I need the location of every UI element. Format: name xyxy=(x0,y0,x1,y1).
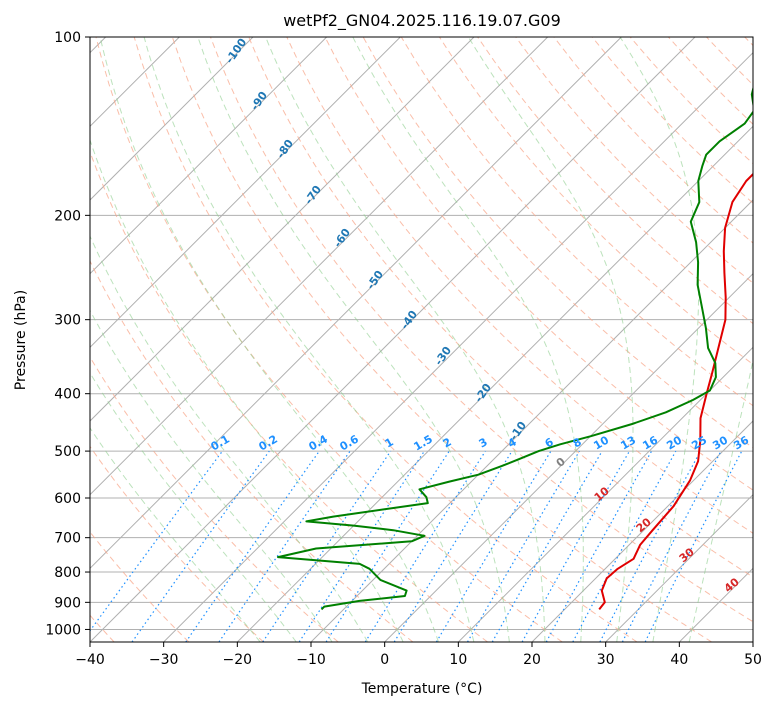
isotherm-line xyxy=(90,37,696,642)
mixing-ratio-line xyxy=(218,450,351,642)
y-tick-label: 600 xyxy=(54,491,81,507)
y-tick-label: 900 xyxy=(54,595,81,611)
y-tick-label: 200 xyxy=(54,208,81,224)
x-tick-label: 50 xyxy=(744,652,762,668)
isotherm-line xyxy=(605,493,753,642)
moist-adiabat-line xyxy=(90,309,333,642)
isotherm-line xyxy=(90,37,475,422)
y-tick-label: 700 xyxy=(54,531,81,547)
dry-adiabat-line xyxy=(90,445,264,642)
y-tick-label: 100 xyxy=(54,30,81,46)
mixing-ratio-line xyxy=(466,450,580,642)
mixing-ratio-line xyxy=(298,450,425,642)
moist-adiabat-line xyxy=(90,138,404,642)
x-tick-label: 0 xyxy=(380,652,389,668)
mixing-ratio-line xyxy=(435,450,552,642)
grid-layer xyxy=(90,37,753,642)
isotherm-line xyxy=(90,37,328,275)
isotherm-line xyxy=(236,125,753,642)
mixing-ratio-line xyxy=(393,450,513,642)
dry-adiabat-line xyxy=(133,37,638,642)
plot-frame xyxy=(89,36,754,643)
isotherm-line xyxy=(90,37,254,201)
isotherm-line xyxy=(163,51,753,642)
isotherm-line xyxy=(531,420,753,642)
moist-adiabat-line xyxy=(265,37,546,642)
mixing-ratio-line xyxy=(185,450,320,642)
moist-adiabat-line xyxy=(197,37,510,642)
y-tick-label: 1000 xyxy=(45,622,81,638)
dry-adiabat-line xyxy=(515,37,753,284)
x-tick-label: 10 xyxy=(449,652,467,668)
x-tick-label: 20 xyxy=(523,652,541,668)
dry-adiabat-line xyxy=(95,37,563,642)
y-axis-label: Pressure (hPa) xyxy=(13,290,29,390)
temperature-profile-line xyxy=(598,172,753,611)
y-tick-label: 300 xyxy=(54,313,81,329)
dry-adiabat-line xyxy=(210,37,753,623)
mixing-ratio-line xyxy=(364,450,486,642)
isotherm-line xyxy=(457,346,753,642)
moist-adiabat-line xyxy=(688,358,753,642)
mixing-ratio-line xyxy=(599,450,702,642)
dewpoint-profile-line xyxy=(277,85,753,611)
moist-adiabat-line xyxy=(99,37,439,642)
mixing-ratio-line xyxy=(572,450,677,642)
x-tick-label: 40 xyxy=(670,652,688,668)
moist-adiabat-line xyxy=(90,235,369,642)
moist-adiabat-line xyxy=(90,427,261,642)
x-tick-label: −20 xyxy=(223,652,253,668)
dry-adiabat-line xyxy=(90,259,414,642)
x-axis: −40 −30 −20 −10 0 10 20 30 40 50 xyxy=(75,642,762,668)
moist-adiabat-line xyxy=(90,371,297,642)
isotherm-line xyxy=(90,37,622,570)
y-tick-label: 500 xyxy=(54,444,81,460)
y-tick-label: 400 xyxy=(54,387,81,403)
x-tick-label: −40 xyxy=(75,652,105,668)
x-tick-label: −30 xyxy=(149,652,179,668)
chart-title: wetPf2_GN04.2025.116.19.07.G09 xyxy=(283,11,561,31)
moist-adiabat-line xyxy=(352,37,584,642)
isotherm-line xyxy=(90,37,549,496)
mixing-ratio-line xyxy=(325,450,450,642)
dry-adiabat-line xyxy=(324,37,753,491)
x-tick-label: 30 xyxy=(597,652,615,668)
y-axis: 100 200 300 400 500 600 700 800 900 1000 xyxy=(45,30,90,638)
data-layer xyxy=(277,85,753,611)
isotherm-line xyxy=(384,272,753,642)
moist-adiabat-line xyxy=(143,37,475,642)
mixing-ratio-line xyxy=(262,450,392,642)
y-tick-label: 800 xyxy=(54,565,81,581)
x-tick-label: −10 xyxy=(296,652,326,668)
isotherm-line xyxy=(90,37,401,349)
dry-adiabat-line xyxy=(248,37,753,578)
dry-adiabat-line xyxy=(171,37,712,642)
x-axis-label: Temperature (°C) xyxy=(361,681,483,697)
